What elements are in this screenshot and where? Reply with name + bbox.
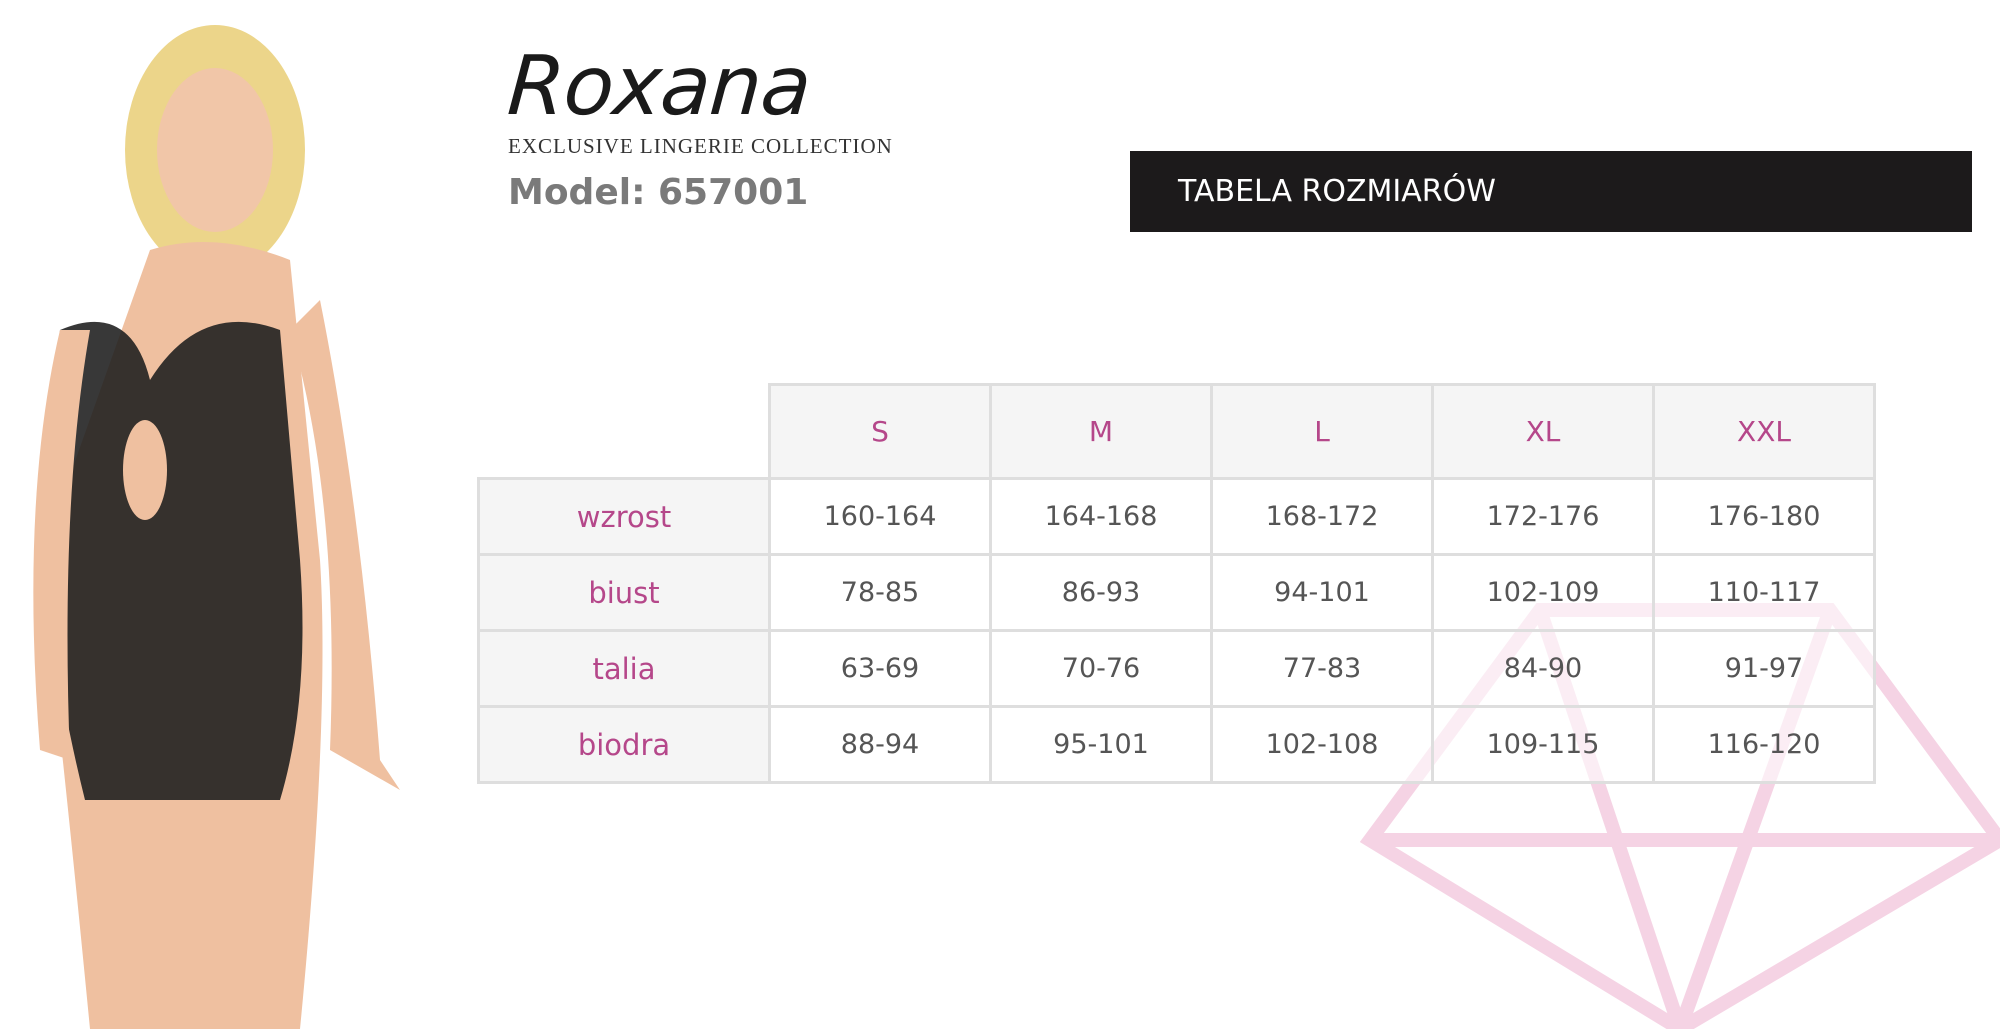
table-row: talia 63-69 70-76 77-83 84-90 91-97 [477,629,1876,708]
table-cell: 63-69 [768,629,992,708]
size-chart-banner: TABELA ROZMIARÓW [1130,151,1972,232]
table-row: biodra 88-94 95-101 102-108 109-115 116-… [477,705,1876,784]
table-cell: 70-76 [989,629,1213,708]
table-cell: 172-176 [1431,477,1655,556]
row-label: wzrost [477,477,771,556]
size-header: M [989,383,1213,480]
banner-title: TABELA ROZMIARÓW [1178,174,1496,209]
size-header: XL [1431,383,1655,480]
row-label: biust [477,553,771,632]
table-cell: 94-101 [1210,553,1434,632]
table-cell: 110-117 [1652,553,1876,632]
table-cell: 164-168 [989,477,1213,556]
table-cell: 102-108 [1210,705,1434,784]
table-cell: 160-164 [768,477,992,556]
brand-name: Roxana [504,39,814,134]
size-header: L [1210,383,1434,480]
table-cell: 116-120 [1652,705,1876,784]
size-header: S [768,383,992,480]
table-cell: 102-109 [1431,553,1655,632]
table-cell: 168-172 [1210,477,1434,556]
brand-logo: Roxana EXCLUSIVE LINGERIE COLLECTION [504,39,893,159]
table-row: biust 78-85 86-93 94-101 102-109 110-117 [477,553,1876,632]
table-row: wzrost 160-164 164-168 168-172 172-176 1… [477,477,1876,556]
table-cell: 84-90 [1431,629,1655,708]
size-header: XXL [1652,383,1876,480]
row-label: biodra [477,705,771,784]
table-cell: 109-115 [1431,705,1655,784]
table-cell: 86-93 [989,553,1213,632]
row-label: talia [477,629,771,708]
table-cell: 95-101 [989,705,1213,784]
table-cell: 77-83 [1210,629,1434,708]
model-number: Model: 657001 [508,172,809,213]
table-cell: 91-97 [1652,629,1876,708]
table-cell: 88-94 [768,705,992,784]
size-header-row: S M L XL XXL [479,383,1876,480]
table-cell: 78-85 [768,553,992,632]
brand-tagline: EXCLUSIVE LINGERIE COLLECTION [508,134,893,158]
corner-cell [479,385,770,479]
size-table: S M L XL XXL wzrost 160-164 164-168 168-… [477,383,1876,784]
model-photo [33,25,400,1029]
table-cell: 176-180 [1652,477,1876,556]
